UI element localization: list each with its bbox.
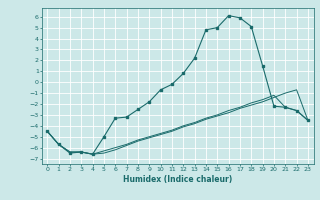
X-axis label: Humidex (Indice chaleur): Humidex (Indice chaleur) [123,175,232,184]
